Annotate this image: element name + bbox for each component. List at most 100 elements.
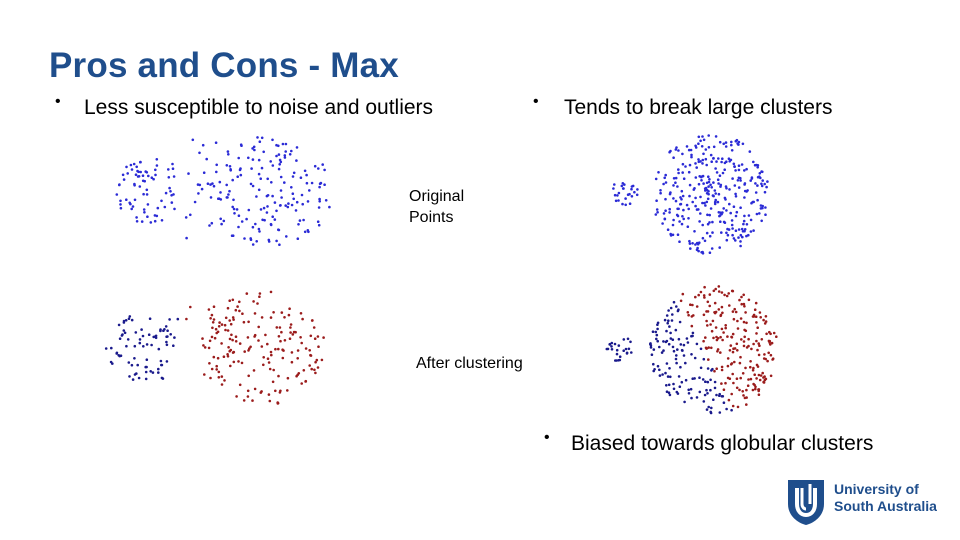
scatter-point	[739, 376, 742, 380]
scatter-point	[656, 327, 659, 331]
scatter-point	[147, 174, 150, 178]
scatter-point	[678, 320, 682, 324]
scatter-point	[671, 223, 675, 227]
scatter-point	[216, 330, 220, 334]
scatter-point	[746, 384, 750, 388]
scatter-point	[688, 242, 692, 245]
scatter-point	[263, 218, 266, 222]
scatter-point	[173, 336, 176, 339]
scatter-point	[707, 346, 710, 349]
scatter-point	[737, 140, 741, 144]
scatter-point	[713, 189, 717, 192]
scatter-point	[269, 316, 273, 319]
scatter-point	[258, 230, 261, 233]
scatter-point	[290, 149, 293, 153]
scatter-point	[289, 323, 293, 326]
scatter-point	[713, 386, 717, 390]
scatter-point	[701, 158, 705, 162]
scatter-point	[224, 328, 227, 332]
scatter-point	[223, 323, 227, 327]
scatter-point	[274, 389, 277, 393]
scatter-point	[695, 166, 698, 169]
scatter-point	[718, 246, 721, 249]
scatter-point	[699, 290, 703, 294]
scatter-point	[693, 230, 696, 233]
scatter-point	[709, 411, 713, 415]
scatter-point	[675, 305, 678, 308]
scatter-point	[726, 357, 730, 360]
scatter-point	[166, 335, 169, 338]
scatter-point	[226, 150, 230, 153]
scatter-point	[664, 181, 668, 184]
scatter-point	[211, 321, 215, 324]
scatter-point	[247, 156, 250, 160]
scatter-point	[667, 342, 671, 346]
scatter-point	[185, 236, 188, 240]
scatter-point	[719, 313, 723, 317]
scatter-point	[749, 218, 753, 222]
scatter-point	[245, 292, 249, 295]
scatter-point	[286, 205, 290, 209]
scatter-point	[118, 337, 122, 341]
scatter-point	[672, 387, 676, 391]
scatter-point	[278, 163, 282, 166]
scatter-point	[708, 251, 712, 254]
scatter-point	[720, 231, 723, 234]
scatter-point	[711, 319, 715, 323]
scatter-point	[212, 184, 216, 188]
scatter-point	[733, 184, 737, 187]
scatter-point	[752, 366, 755, 370]
scatter-point	[125, 198, 128, 201]
scatter-point	[751, 388, 755, 392]
scatter-point	[675, 146, 678, 149]
scatter-point	[628, 202, 632, 205]
scatter-point	[713, 380, 717, 384]
scatter-point	[739, 233, 743, 237]
scatter-point	[225, 196, 229, 199]
scatter-point	[664, 173, 667, 177]
scatter-point	[288, 337, 292, 341]
scatter-point	[715, 171, 719, 174]
scatter-point	[275, 154, 278, 158]
scatter-point	[270, 181, 273, 184]
scatter-point	[703, 239, 707, 243]
scatter-point	[310, 367, 314, 371]
scatter-point	[704, 148, 708, 151]
scatter-point	[238, 300, 241, 304]
scatter-point	[661, 373, 664, 376]
scatter-point	[141, 334, 145, 338]
scatter-point	[703, 296, 706, 299]
scatter-point	[217, 325, 221, 328]
scatter-point	[710, 369, 713, 372]
scatter-point	[719, 185, 722, 188]
scatter-point	[714, 287, 717, 291]
scatter-point	[707, 146, 711, 149]
scatter-point	[739, 244, 742, 248]
scatter-point	[745, 223, 749, 226]
scatter-point	[131, 378, 135, 381]
scatter-point	[235, 395, 238, 398]
scatter-point	[753, 383, 756, 387]
scatter-point	[144, 370, 148, 374]
scatter-point	[227, 153, 230, 156]
scatter-point	[143, 211, 146, 214]
scatter-point	[699, 212, 702, 215]
scatter-point	[252, 145, 256, 149]
scatter-point	[697, 142, 700, 145]
scatter-point	[695, 342, 699, 346]
scatter-point	[699, 139, 702, 143]
scatter-point	[212, 318, 216, 321]
scatter-point	[655, 333, 659, 337]
scatter-point	[654, 177, 658, 181]
scatter-point	[713, 369, 716, 373]
bullet-dot-icon: •	[533, 93, 539, 110]
scatter-point	[741, 390, 744, 393]
scatter-point	[214, 141, 218, 144]
scatter-point	[748, 150, 752, 153]
scatter-point	[613, 183, 616, 186]
scatter-point	[707, 185, 710, 188]
scatter-point	[616, 194, 619, 197]
scatter-point	[769, 353, 773, 357]
scatter-point	[763, 190, 767, 194]
scatter-point	[291, 192, 295, 195]
